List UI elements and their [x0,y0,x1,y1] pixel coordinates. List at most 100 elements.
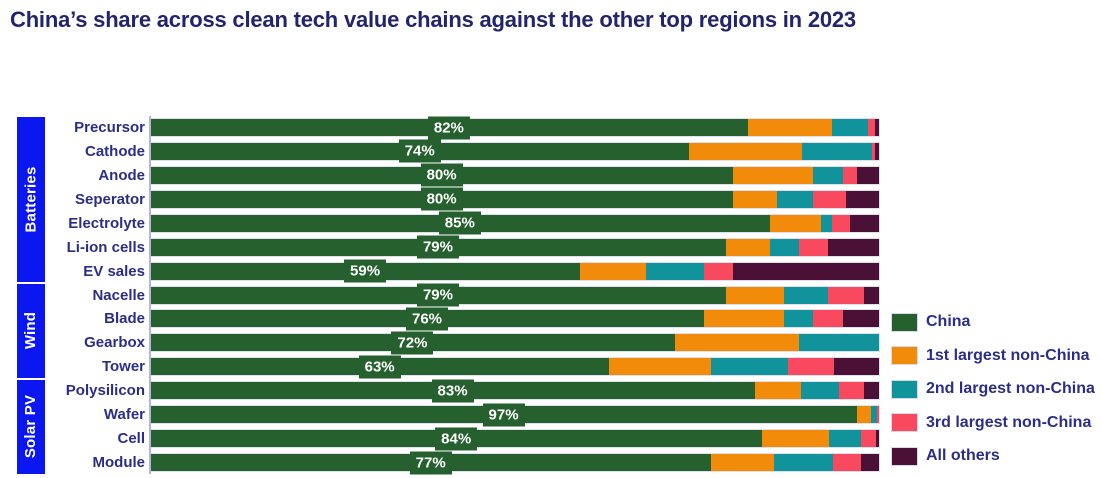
bar-segment-all-others [842,310,879,328]
bar-nacelle: 79% [150,283,879,307]
bar-segment-third-largest-non-china [838,382,865,400]
legend-swatch [892,380,917,398]
bar-segment-third-largest-non-china [861,430,877,448]
row-label-cell: Cell [117,430,145,448]
bar-segment-first-largest-non-china [857,406,871,424]
bar-segment-second-largest-non-china [769,238,799,256]
china-share-label: 82% [427,116,470,139]
bar-segment-all-others [864,286,879,304]
china-share-label: 59% [344,259,387,283]
china-share-label: 80% [420,163,463,187]
china-share-label: 83% [431,379,474,403]
bar-segment-third-largest-non-china [876,406,879,424]
legend-label: 3rd largest non-China [926,413,1092,431]
china-share-label: 76% [406,307,449,331]
bar-segment-second-largest-non-china [813,166,843,184]
y-axis-line [149,116,151,474]
bar-segment-first-largest-non-china [704,310,785,328]
bar-polysilicon: 83% [150,379,879,403]
legend-label: 2nd largest non-China [926,380,1095,397]
row-label-li-ion-cells: Li-ion cells [66,238,145,256]
legend-swatch [892,313,917,331]
bar-segment-all-others [875,142,879,160]
group-band-label: Wind [22,312,40,350]
bar-segment-all-others [827,238,879,256]
bar-segment-first-largest-non-china [711,454,775,472]
bar-segment-first-largest-non-china [725,286,785,304]
bar-segment-second-largest-non-china [774,454,834,472]
row-label-polysilicon: Polysilicon [65,382,145,400]
bar-segment-third-largest-non-china [842,166,858,184]
bar-segment-all-others [849,214,879,232]
bar-segment-second-largest-non-china [798,334,879,352]
row-label-seperator: Seperator [74,190,145,208]
bar-segment-second-largest-non-china [820,214,832,232]
bar-segment-second-largest-non-china [711,358,788,376]
bar-segment-first-largest-non-china [725,238,770,256]
row-label-nacelle: Nacelle [92,286,145,304]
legend-swatch [892,447,917,465]
bar-ev-sales: 59% [150,259,879,283]
bar-wafer: 97% [150,403,879,427]
bar-segment-second-largest-non-china [776,190,814,208]
row-label-anode: Anode [98,166,145,184]
bar-segment-first-largest-non-china [609,358,712,376]
bar-segment-all-others [864,382,879,400]
bar-segment-third-largest-non-china [813,310,843,328]
bar-segment-second-largest-non-china [831,119,869,136]
bar-gearbox: 72% [150,331,879,355]
row-label-cathode: Cathode [85,142,145,160]
bar-segment-second-largest-non-china [784,286,828,304]
legend-label: China [926,313,971,330]
china-share-label: 97% [482,403,525,427]
legend-swatch [892,347,917,364]
bar-segment-all-others [733,262,879,280]
row-label-precursor: Precursor [74,119,145,136]
bar-segment-first-largest-non-china [733,166,814,184]
bar-segment-all-others [875,119,879,136]
bar-module: 77% [150,451,879,475]
bar-segment-first-largest-non-china [674,334,799,352]
bar-cell: 84% [150,427,879,451]
chart-title: China’s share across clean tech value ch… [10,7,856,32]
bar-segment-second-largest-non-china [800,382,839,400]
bar-segment-second-largest-non-china [870,406,877,424]
legend-item-3rd-largest-non-china: 3rd largest non-China [892,414,1095,432]
bar-segment-second-largest-non-china [784,310,814,328]
bar-cathode: 74% [150,139,879,163]
bar-segment-third-largest-non-china [787,358,834,376]
china-share-label: 80% [420,187,463,211]
group-band-wind: Wind [17,284,45,378]
bar-segment-first-largest-non-china [747,119,832,136]
bar-segment-all-others [846,190,879,208]
bar-segment-all-others [861,454,879,472]
legend-label: 1st largest non-China [926,346,1090,364]
row-label-blade: Blade [104,310,145,328]
bar-segment-all-others [857,166,879,184]
row-label-tower: Tower [101,358,145,376]
bar-segment-first-largest-non-china [689,142,803,160]
bar-segment-third-largest-non-china [833,454,862,472]
group-band-solar-pv: Solar PV [17,379,45,474]
bar-segment-second-largest-non-china [645,262,705,280]
bar-segment-first-largest-non-china [762,430,830,448]
row-label-gearbox: Gearbox [84,334,145,352]
bar-segment-first-largest-non-china [733,190,777,208]
bar-segment-first-largest-non-china [769,214,821,232]
group-band-label: Solar PV [22,394,40,459]
bar-tower: 63% [150,355,879,379]
bar-segment-third-largest-non-china [813,190,847,208]
legend-item-all-others: All others [892,447,1095,465]
bar-electrolyte: 85% [150,211,879,235]
bar-segment-second-largest-non-china [802,142,872,160]
legend-item-1st-largest-non-china: 1st largest non-China [892,347,1095,365]
china-share-label: 74% [398,139,441,163]
bar-anode: 80% [150,163,879,187]
bar-li-ion-cells: 79% [150,235,879,259]
bar-segment-first-largest-non-china [580,262,646,280]
legend-label: All others [926,447,1000,464]
legend-item-2nd-largest-non-china: 2nd largest non-China [892,380,1095,398]
bar-segment-all-others [876,430,879,448]
row-label-module: Module [92,454,146,472]
